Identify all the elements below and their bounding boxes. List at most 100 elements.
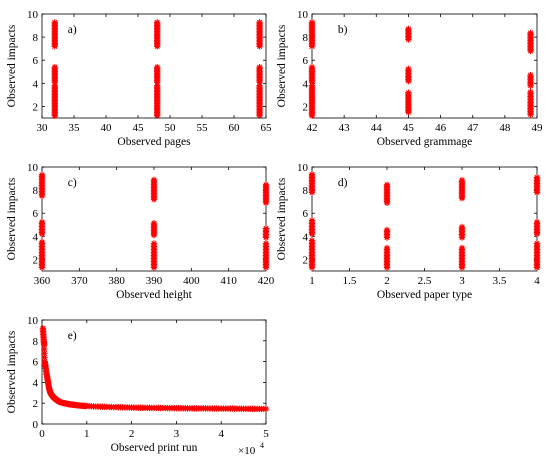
series-2	[405, 25, 412, 116]
data-point	[41, 350, 48, 357]
data-point	[144, 404, 151, 412]
data-point	[256, 82, 263, 89]
chart-panel-4: 1 1.5 2 2.5 3 3.5 4 2 4 6 8 10 Observed paper type Ob…	[276, 162, 540, 301]
data-point	[108, 403, 115, 411]
x-tick-label: 55	[197, 122, 209, 134]
y-tick-label: 4	[33, 78, 39, 90]
y-tick-label: 2	[303, 254, 309, 266]
panel-label: c)	[68, 177, 77, 189]
data-point	[153, 404, 160, 412]
x-tick-label: 65	[261, 122, 273, 134]
axes-frame	[41, 13, 267, 119]
data-point	[251, 405, 258, 413]
data-point	[308, 217, 316, 224]
data-point	[458, 176, 466, 184]
data-point	[527, 29, 534, 37]
y-axis-label: Observed impacts	[276, 177, 288, 260]
y-tick-label: 10	[297, 162, 309, 174]
data-point	[405, 65, 412, 73]
data-point	[206, 405, 214, 412]
series-4	[533, 174, 541, 271]
panel-label: d)	[338, 177, 348, 189]
x-tick-label: 50	[165, 122, 177, 134]
x-multiplier-exponent: 4	[260, 441, 264, 450]
x-axis-label: Observed pages	[117, 136, 191, 148]
data-point	[154, 63, 161, 71]
series-2	[383, 181, 391, 271]
y-tick-label: 4	[303, 231, 309, 243]
x-tick-label: 3	[174, 428, 180, 440]
y-tick-label: 6	[33, 55, 39, 67]
x-axis-label: Observed paper type	[377, 289, 472, 301]
data-point	[154, 82, 161, 89]
x-axis-label: Observed grammage	[377, 136, 472, 148]
data-point	[233, 405, 241, 412]
y-tick-label: 4	[303, 78, 309, 90]
data-point	[308, 171, 316, 178]
series-1	[39, 325, 270, 413]
series-1	[51, 19, 58, 119]
x-tick-label: 380	[108, 275, 125, 287]
data-point	[41, 345, 48, 353]
data-point	[262, 240, 270, 247]
data-point	[51, 82, 58, 89]
y-tick-label: 6	[33, 208, 39, 220]
x-tick-label: 410	[220, 275, 237, 287]
y-axis-label: Observed impacts	[276, 24, 288, 107]
axes-frame	[41, 319, 267, 425]
x-multiplier: ×10	[238, 445, 256, 457]
data-point	[242, 405, 250, 412]
x-tick-label: 30	[37, 122, 49, 134]
x-tick-label: 1.5	[343, 275, 357, 287]
series-3	[256, 19, 263, 119]
data-point	[126, 404, 133, 411]
y-tick-label: 2	[33, 254, 39, 266]
series-2	[154, 19, 161, 119]
x-tick-label: 3	[459, 275, 465, 287]
data-point	[383, 244, 391, 252]
data-point	[117, 404, 124, 411]
x-axis-label: Observed height	[116, 289, 192, 301]
x-tick-label: 48	[499, 122, 511, 134]
data-point	[260, 405, 267, 413]
data-point	[38, 238, 46, 246]
x-tick-label: 47	[467, 122, 479, 134]
x-tick-label: 43	[339, 122, 351, 134]
data-point	[179, 405, 187, 412]
y-tick-label: 2	[33, 398, 39, 410]
y-tick-label: 0	[33, 419, 39, 431]
data-point	[308, 237, 316, 244]
x-tick-label: 2	[384, 275, 390, 287]
panel-label: e)	[68, 330, 77, 342]
data-point	[405, 25, 412, 33]
x-tick-label: 60	[229, 122, 241, 134]
x-axis-label: Observed print run	[111, 442, 198, 454]
y-tick-label: 6	[303, 55, 309, 67]
data-point	[215, 405, 223, 412]
data-point	[262, 225, 270, 232]
y-tick-label: 2	[33, 101, 39, 113]
series-2	[150, 176, 158, 271]
y-tick-label: 10	[297, 9, 309, 21]
data-point	[405, 89, 412, 96]
y-tick-label: 8	[33, 185, 39, 197]
x-tick-label: 45	[133, 122, 145, 134]
data-point	[533, 174, 541, 181]
data-point	[308, 82, 316, 89]
data-point	[197, 405, 205, 412]
x-tick-label: 2.5	[418, 275, 432, 287]
y-tick-label: 8	[33, 336, 39, 348]
y-tick-label: 10	[27, 162, 39, 174]
data-point	[150, 219, 158, 227]
data-point	[150, 176, 158, 184]
y-tick-label: 8	[303, 32, 309, 44]
data-point	[170, 404, 178, 412]
data-point	[40, 340, 48, 348]
data-point	[527, 88, 534, 96]
x-tick-label: 2	[129, 428, 135, 440]
x-tick-label: 49	[532, 122, 544, 134]
data-point	[90, 403, 97, 410]
chart-panel-3: 360 370 380 390 400 410 420 2 4 6 8 10 Observed heig…	[6, 162, 275, 301]
y-axis-label: Observed impacts	[6, 330, 18, 413]
x-tick-label: 40	[101, 122, 113, 134]
